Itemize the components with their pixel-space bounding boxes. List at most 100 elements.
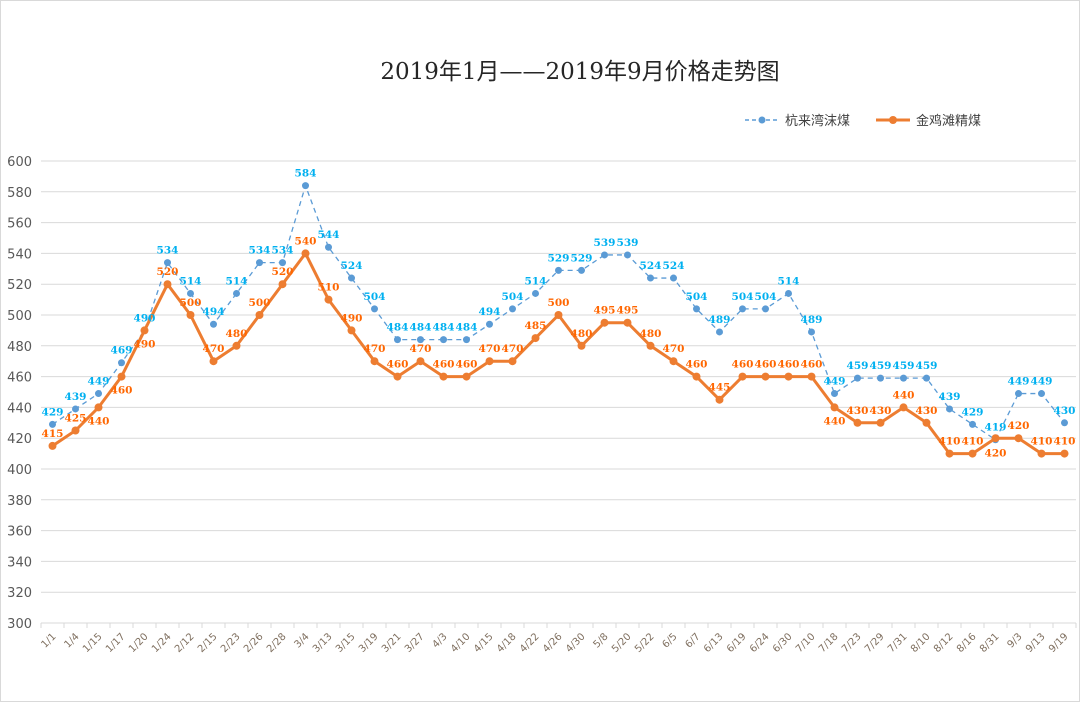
x-tick-label: 4/3 (430, 631, 449, 650)
data-label: 470 (663, 343, 685, 355)
data-label: 520 (157, 266, 179, 278)
x-tick-label: 7/23 (840, 631, 864, 655)
data-point (509, 305, 516, 313)
y-tick-label: 440 (7, 401, 32, 416)
data-label: 489 (801, 314, 823, 326)
data-point (531, 334, 540, 343)
data-label: 420 (1008, 420, 1030, 432)
data-point (854, 374, 861, 382)
x-tick-label: 1/4 (62, 631, 81, 650)
data-label: 524 (640, 260, 662, 272)
x-tick-label: 2/15 (196, 631, 220, 655)
data-point (532, 289, 539, 297)
legend-label: 杭来湾沫煤 (785, 114, 851, 129)
data-point (877, 374, 884, 382)
data-label: 495 (617, 305, 639, 317)
y-tick-label: 400 (7, 463, 32, 478)
x-tick-label: 8/16 (955, 631, 979, 655)
data-point (486, 320, 493, 328)
data-point (485, 357, 494, 366)
data-label: 500 (548, 297, 570, 309)
data-label: 430 (847, 405, 869, 417)
data-point (554, 311, 563, 319)
data-point (738, 372, 747, 381)
legend-label: 金鸡滩精煤 (916, 114, 982, 129)
data-label: 429 (962, 406, 984, 418)
data-point (210, 320, 217, 328)
data-point (95, 390, 102, 398)
data-point (853, 418, 862, 427)
data-point (232, 341, 241, 350)
data-point (301, 249, 310, 258)
x-tick-label: 9/19 (1047, 631, 1071, 655)
x-tick-label: 6/19 (725, 631, 749, 655)
data-label: 470 (502, 343, 524, 355)
data-label: 410 (1031, 436, 1053, 448)
data-label: 490 (341, 312, 363, 324)
x-tick-label: 5/20 (610, 631, 634, 655)
x-tick-label: 7/18 (817, 631, 841, 655)
data-point (762, 305, 769, 313)
data-label: 460 (755, 359, 777, 371)
data-point (600, 318, 609, 327)
data-label: 415 (42, 428, 64, 440)
data-point (278, 280, 287, 289)
data-point (1037, 449, 1046, 458)
data-label: 419 (985, 422, 1007, 434)
data-point (1061, 419, 1068, 427)
data-label: 514 (778, 275, 800, 287)
data-point (439, 372, 448, 381)
x-tick-label: 3/15 (334, 631, 358, 655)
y-tick-label: 600 (7, 155, 32, 170)
data-point (209, 357, 218, 366)
y-tick-label: 300 (7, 617, 32, 632)
data-point (923, 374, 930, 382)
x-tick-label: 1/15 (81, 631, 105, 655)
y-tick-label: 580 (7, 186, 32, 201)
data-point (577, 341, 586, 350)
x-tick-label: 2/26 (242, 631, 266, 655)
x-tick-label: 3/13 (311, 631, 335, 655)
x-tick-label: 1/20 (127, 631, 151, 655)
x-tick-label: 4/18 (495, 631, 519, 655)
y-tick-label: 380 (7, 494, 32, 509)
data-point (463, 336, 470, 344)
data-label: 484 (410, 322, 432, 334)
data-label: 410 (939, 436, 961, 448)
data-point (393, 372, 402, 381)
data-point (1060, 449, 1069, 458)
data-label: 410 (1054, 436, 1076, 448)
data-label: 514 (525, 275, 547, 287)
x-tick-label: 8/12 (932, 631, 956, 655)
data-label: 449 (1031, 376, 1053, 388)
data-point (1038, 390, 1045, 398)
data-label: 494 (203, 306, 225, 318)
data-label: 470 (410, 343, 432, 355)
data-label: 459 (916, 360, 938, 372)
x-tick-label: 2/28 (265, 631, 289, 655)
data-point (601, 251, 608, 259)
data-label: 420 (985, 448, 1007, 460)
data-point (785, 289, 792, 297)
data-label: 470 (203, 343, 225, 355)
legend-item-jinjitan: 金鸡滩精煤 (876, 110, 981, 129)
data-label: 439 (939, 391, 961, 403)
data-point (693, 305, 700, 313)
data-point (623, 318, 632, 327)
data-point (692, 372, 701, 381)
x-tick-label: 7/10 (794, 631, 818, 655)
x-tick-label: 7/29 (863, 631, 887, 655)
data-label: 484 (387, 322, 409, 334)
x-tick-label: 8/31 (978, 631, 1002, 655)
data-label: 584 (295, 168, 317, 180)
y-tick-label: 320 (7, 586, 32, 601)
data-point (325, 243, 332, 251)
data-label: 534 (157, 245, 179, 257)
data-point (118, 359, 125, 367)
data-label: 544 (318, 229, 340, 241)
data-point (647, 274, 654, 282)
x-tick-label: 8/10 (909, 631, 933, 655)
series-line-0 (52, 184, 1066, 441)
data-label: 460 (778, 359, 800, 371)
